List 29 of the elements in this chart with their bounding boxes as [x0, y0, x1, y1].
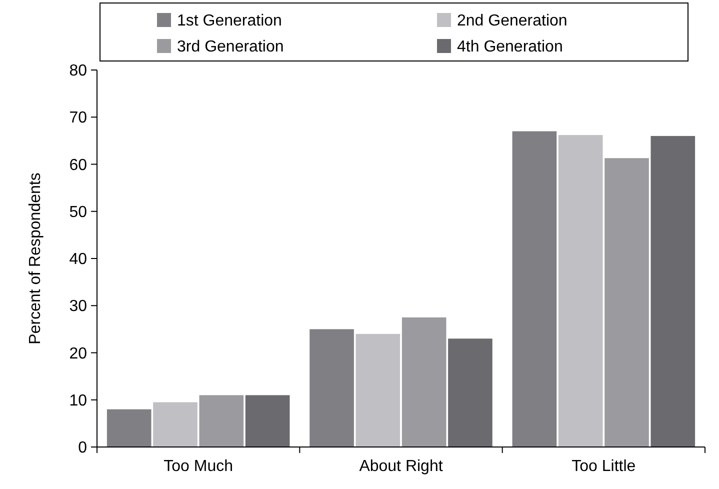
legend-label: 4th Generation — [457, 38, 563, 56]
y-tick-label: 70 — [69, 110, 88, 127]
legend-label: 3rd Generation — [177, 38, 284, 56]
bar — [153, 402, 198, 447]
bar — [106, 409, 152, 447]
bar — [448, 338, 492, 447]
bar — [512, 131, 557, 447]
y-tick-label: 50 — [69, 204, 88, 221]
y-axis-title: Percent of Respondents — [27, 172, 44, 344]
legend-label: 2nd Generation — [457, 12, 568, 30]
bar — [558, 135, 603, 447]
y-tick-label: 60 — [69, 156, 88, 174]
bar — [310, 329, 354, 447]
bar — [604, 158, 649, 447]
y-tick-label: 10 — [69, 392, 88, 410]
y-tick-label: 30 — [69, 298, 88, 316]
x-tick-label: About Right — [359, 458, 444, 475]
bar — [245, 395, 290, 447]
bar — [650, 136, 696, 447]
bar — [402, 317, 446, 447]
y-tick-label: 20 — [69, 345, 88, 362]
x-tick-label: Too Much — [164, 458, 234, 475]
x-tick-label: Too Little — [572, 458, 636, 475]
y-tick-label: 0 — [78, 440, 88, 457]
bar — [356, 334, 400, 447]
y-tick-label: 40 — [69, 251, 88, 268]
y-tick-label: 80 — [69, 62, 88, 80]
bar — [199, 395, 244, 447]
legend-label: 1st Generation — [177, 12, 282, 30]
